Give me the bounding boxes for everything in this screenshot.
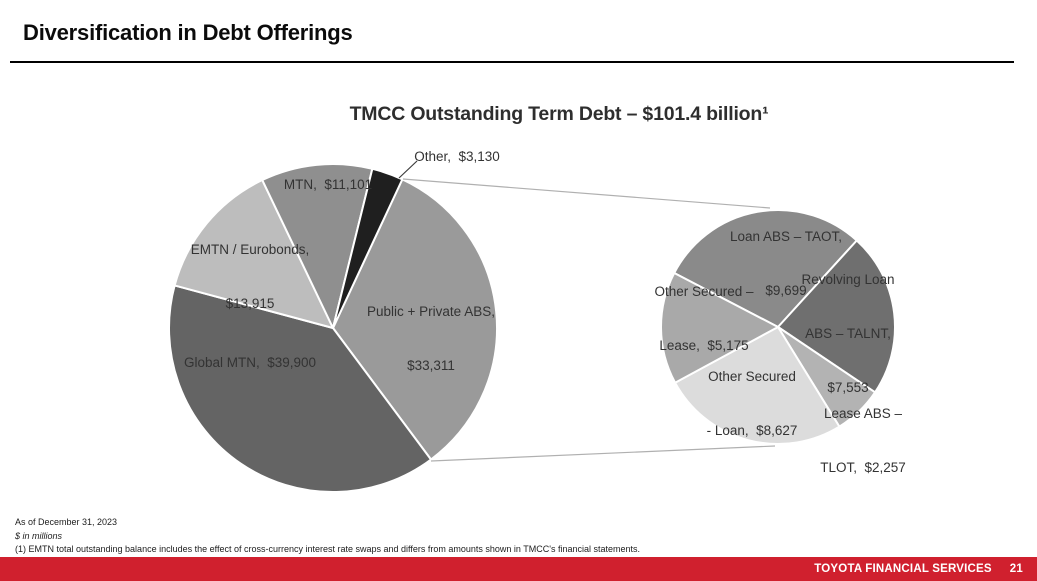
slice-label-line: $33,311 [407,358,455,373]
pie-slice-emtn-eurobonds [173,179,334,329]
slice-label-other-secured-lease: Other Secured – Lease, $5,175 [654,247,753,391]
slice-label-public-private-abs: Public + Private ABS, $33,311 [367,267,495,411]
chart-title: TMCC Outstanding Term Debt – $101.4 bill… [349,103,769,125]
slice-label-line: TLOT, $2,257 [820,460,906,475]
slice-label-revolving-loan-abs-talnt: Revolving Loan ABS – TALNT, $7,553 [801,235,894,433]
slice-label-global-mtn: Global MTN, $39,900 [184,318,316,408]
slice-label-other: Other, $3,130 [414,112,500,202]
slice-label-mtn: MTN, $11,101 [284,140,372,230]
slice-label-line: Other Secured – [654,284,754,299]
slice-label-line: ABS – TALNT, [805,326,891,341]
slice-label-line: $9,699 [765,283,807,298]
other-label-leader-line [398,160,418,179]
page-title: Diversification in Debt Offerings [23,20,353,45]
pie-slice-other-secured-lease [660,271,779,384]
slice-label-emtn-eurobonds: EMTN / Eurobonds, $13,915 [191,205,310,349]
slice-label-line: Public + Private ABS, [367,304,495,319]
slice-label-line: Revolving Loan [801,272,895,287]
slice-label-line: MTN, $11,101 [283,177,373,192]
callout-connector-bottom [430,445,776,462]
slice-label-lease-abs-tlot: Lease ABS – TLOT, $2,257 [820,369,906,513]
pie-slice-loan-abs-taot [673,209,858,328]
slice-label-line: Lease, $5,175 [659,338,749,353]
pie-slice-mtn [261,163,374,329]
callout-connector-top [402,178,771,209]
footnotes: As of December 31, 2023 $ in millions (1… [15,516,640,557]
pie-slice-other [332,167,404,329]
slice-label-line: Loan ABS – TAOT, [729,229,843,244]
footer-page-number: 21 [1009,563,1023,575]
pie-slice-revolving-loan-abs-talnt [777,239,896,394]
heading-rule [10,61,1014,63]
pie-slice-other-secured-loan [674,326,841,445]
footnote-as-of-date: As of December 31, 2023 [15,517,118,527]
footer-brand: TOYOTA FINANCIAL SERVICES [814,563,992,575]
footer-bar: TOYOTA FINANCIAL SERVICES 21 [0,557,1037,581]
slice-label-line: Other Secured [708,369,796,384]
footnote-emtn: (1) EMTN total outstanding balance inclu… [15,544,641,554]
slice-label-line: Other, $3,130 [414,149,500,164]
slice-label-line: Lease ABS – [823,406,903,421]
slice-label-line: - Loan, $8,627 [706,423,798,438]
slice-label-loan-abs-taot: Loan ABS – TAOT, $9,699 [730,192,842,336]
slice-label-other-secured-loan: Other Secured - Loan, $8,627 [707,332,798,476]
slice-label-line: EMTN / Eurobonds, [190,242,310,257]
slice-label-line: Global MTN, $39,900 [183,355,317,370]
footnote-units: $ in millions [15,530,63,541]
pie-slice-global-mtn [168,284,432,494]
slice-label-line: $13,915 [225,296,275,311]
pie-slice-public-private-abs [332,178,498,461]
slice-label-line: $7,553 [827,380,869,395]
